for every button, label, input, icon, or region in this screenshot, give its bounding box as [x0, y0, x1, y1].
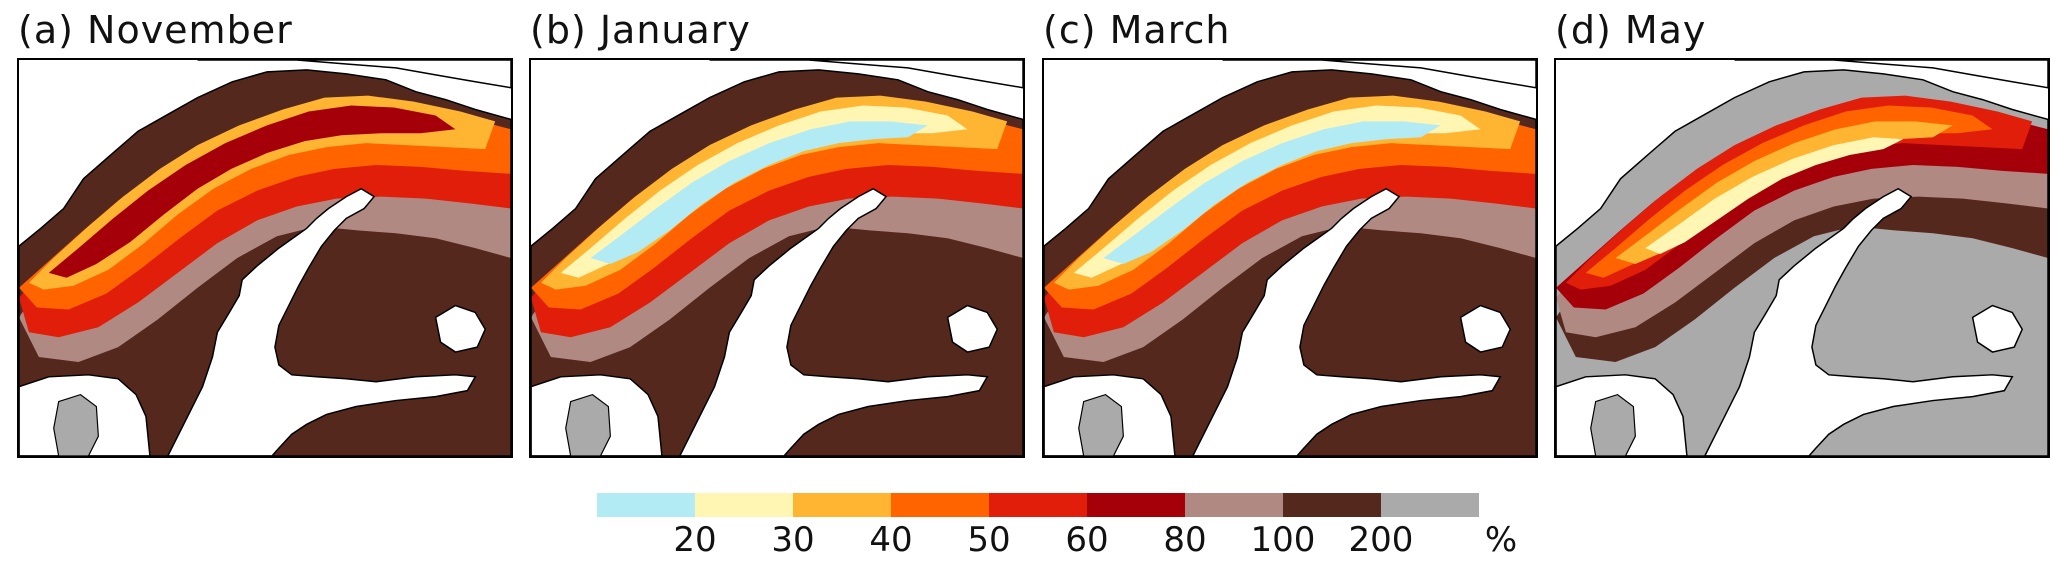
value-zone: [1053, 95, 1521, 290]
value-zone: [1645, 137, 1904, 255]
value-zone: [19, 99, 511, 310]
colorbar-tick-label: 60: [1065, 520, 1109, 560]
colorbar-bin: [793, 493, 891, 517]
colorbar-bin: [597, 493, 695, 517]
colorbar-tick-label: 50: [967, 520, 1011, 560]
map-panel-january: [529, 58, 1025, 458]
colorbar-bin: [1087, 493, 1185, 517]
sea-area: [1971, 304, 2024, 353]
panel-title-d: (d) May: [1555, 8, 1707, 52]
value-zone: [1044, 99, 1536, 310]
value-zone: [531, 99, 1023, 310]
colorbar-tick-label: 100: [1250, 520, 1316, 560]
value-zone: [28, 95, 496, 290]
coastline: [1044, 69, 1536, 456]
map-panel-november: [17, 58, 513, 458]
colorbar-bin: [695, 493, 793, 517]
colorbar-tick-label: 80: [1163, 520, 1207, 560]
sea-area: [1222, 60, 1536, 89]
sea-area: [166, 187, 477, 456]
map-march: [1044, 60, 1536, 456]
panel-title-c: (c) March: [1043, 8, 1231, 52]
value-zone: [1556, 99, 2048, 310]
sea-area: [197, 60, 511, 89]
sea-area: [1459, 304, 1512, 353]
map-panel-march: [1042, 58, 1538, 458]
map-november: [19, 60, 511, 456]
denmark-land: [53, 393, 99, 456]
colorbar-tick-label: 30: [771, 520, 815, 560]
denmark-land: [565, 393, 611, 456]
coastline: [531, 69, 1023, 456]
value-zone: [48, 105, 456, 278]
sea-area: [434, 304, 487, 353]
coastline: [1556, 69, 2048, 456]
sea-area: [1703, 187, 2014, 456]
colorbar-bin: [1283, 493, 1381, 517]
sea-area: [946, 304, 999, 353]
denmark-land: [1590, 393, 1636, 456]
value-zone: [590, 121, 928, 264]
value-zone: [1615, 121, 1953, 264]
value-zone: [540, 95, 1008, 290]
colorbar-tick-label: 40: [869, 520, 913, 560]
sea-area: [1734, 60, 2048, 89]
colorbar-bin: [891, 493, 989, 517]
colorbar-tick-label: 20: [673, 520, 717, 560]
panel-title-a: (a) November: [18, 8, 293, 52]
sea-area: [1191, 187, 1502, 456]
sea-area: [709, 60, 1023, 89]
map-panel-may: [1554, 58, 2050, 458]
map-january: [531, 60, 1023, 456]
colorbar-tick-label: 200: [1348, 520, 1414, 560]
coastline: [19, 69, 511, 456]
sea-area: [678, 187, 989, 456]
colorbar-bin: [1185, 493, 1283, 517]
colorbar-bin: [989, 493, 1087, 517]
value-zone: [1103, 121, 1441, 264]
colorbar-bin: [1381, 493, 1479, 517]
colorbar-unit: %: [1484, 520, 1518, 560]
map-may: [1556, 60, 2048, 456]
denmark-land: [1078, 393, 1124, 456]
panel-title-b: (b) January: [530, 8, 751, 52]
